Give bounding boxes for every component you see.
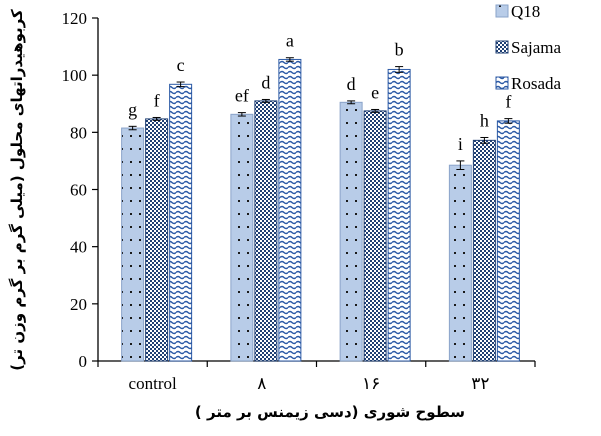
bar-sajama	[363, 110, 387, 362]
bar-q18	[121, 127, 145, 362]
significance-letter: h	[480, 110, 489, 130]
significance-letter: i	[458, 134, 463, 154]
significance-letter: a	[286, 31, 294, 51]
significance-letter: g	[128, 99, 137, 119]
legend-swatch	[495, 4, 509, 18]
y-axis-ticks: 0 20 40 60 80 100 120	[62, 9, 98, 371]
bar-q18	[448, 164, 472, 362]
y-axis-title: کربوهیدراتهای محلول (میلی گرم بر گرم وزن…	[8, 9, 26, 371]
x-axis-title: سطوح شوری (دسی زیمنس بر متر )	[195, 403, 465, 421]
legend: Q18 Sajama Rosada	[495, 2, 562, 93]
x-tick-label: ۳۲	[471, 374, 489, 393]
bar-q18	[230, 113, 254, 362]
legend-swatch	[495, 40, 509, 54]
bar-q18	[339, 101, 363, 362]
y-tick-label: 0	[79, 352, 88, 371]
y-tick-label: 20	[70, 295, 87, 314]
y-tick-label: 80	[70, 123, 87, 142]
significance-letter: ef	[235, 86, 249, 106]
legend-label: Rosada	[511, 74, 562, 93]
significance-letter: e	[371, 82, 379, 102]
legend-swatch	[495, 76, 509, 90]
significance-letter: f	[154, 90, 160, 110]
significance-letter: d	[261, 72, 270, 92]
y-tick-label: 60	[70, 181, 87, 200]
bar-rosada	[278, 58, 302, 362]
bar-rosada	[387, 68, 411, 362]
significance-letter: b	[395, 40, 404, 60]
x-tick-label: control	[129, 374, 177, 393]
x-axis-ticks: control ۸ ۱۶ ۳۲	[97, 361, 536, 393]
y-tick-label: 40	[70, 238, 87, 257]
significance-letter: d	[347, 74, 356, 94]
bar-rosada	[169, 83, 193, 362]
x-tick-label: ۱۶	[362, 374, 380, 393]
legend-label: Sajama	[511, 38, 561, 57]
y-tick-label: 120	[62, 9, 88, 28]
significance-letter: f	[505, 92, 511, 112]
significance-letter: c	[177, 55, 185, 75]
bar-sajama	[145, 118, 169, 362]
bar-rosada	[496, 120, 520, 362]
y-tick-label: 100	[62, 66, 88, 85]
bar-sajama	[254, 100, 278, 362]
x-tick-label: ۸	[257, 374, 266, 393]
legend-label: Q18	[511, 2, 540, 21]
bar-sajama	[472, 139, 496, 362]
